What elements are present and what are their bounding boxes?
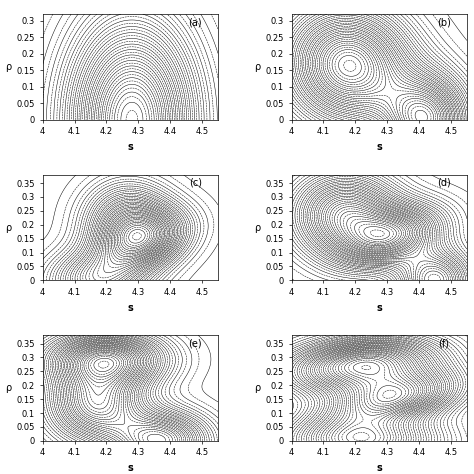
Text: (b): (b)	[437, 18, 451, 27]
X-axis label: s: s	[128, 302, 133, 312]
Text: (a): (a)	[188, 18, 202, 27]
X-axis label: s: s	[376, 302, 382, 312]
X-axis label: s: s	[128, 463, 133, 473]
Text: (f): (f)	[438, 338, 450, 348]
Text: (d): (d)	[437, 178, 451, 188]
Y-axis label: ρ: ρ	[254, 383, 260, 393]
Y-axis label: ρ: ρ	[5, 62, 11, 72]
Y-axis label: ρ: ρ	[254, 62, 260, 72]
Y-axis label: ρ: ρ	[5, 222, 11, 233]
X-axis label: s: s	[128, 142, 133, 152]
Text: (c): (c)	[189, 178, 201, 188]
Y-axis label: ρ: ρ	[254, 222, 260, 233]
Y-axis label: ρ: ρ	[5, 383, 11, 393]
X-axis label: s: s	[376, 142, 382, 152]
Text: (e): (e)	[188, 338, 202, 348]
X-axis label: s: s	[376, 463, 382, 473]
